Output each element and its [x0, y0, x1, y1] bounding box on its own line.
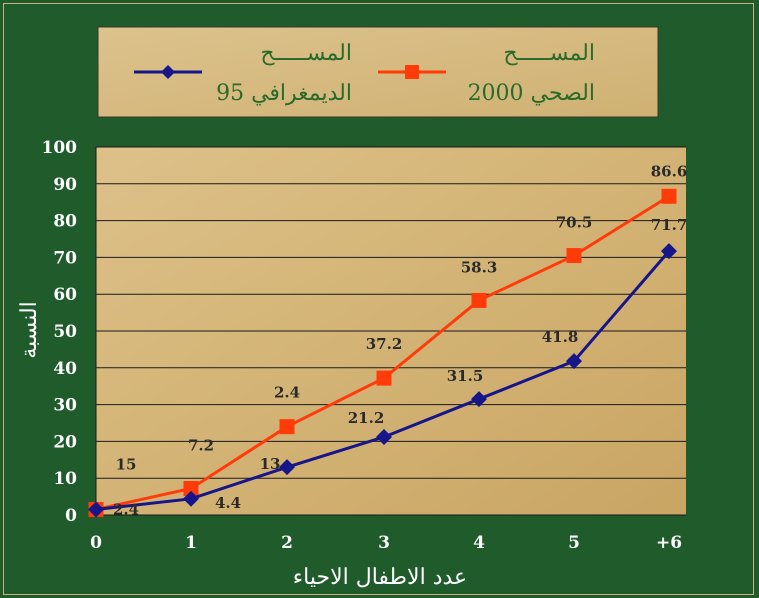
data-label: 70.5	[556, 214, 593, 232]
series-1-point	[183, 481, 199, 497]
series-1-point	[566, 248, 582, 264]
series-2-point	[279, 459, 295, 476]
y-axis-title: النسبة	[17, 301, 42, 359]
slide-frame	[3, 3, 754, 595]
data-label: 13	[260, 455, 281, 473]
series-2-point	[471, 391, 487, 408]
series-2-point	[661, 243, 677, 260]
y-tick-label: 30	[53, 396, 77, 416]
data-label: 21.2	[348, 409, 385, 427]
series-1-point	[279, 419, 295, 435]
data-label: 41.8	[542, 328, 579, 346]
x-tick-label: 5	[568, 533, 580, 553]
x-axis-title: عدد الاطفال الاحياء	[293, 565, 467, 590]
x-tick-label: 0	[90, 533, 102, 553]
series-layer	[88, 188, 677, 518]
y-axis-ticks: 0 10 20 30 40 50 60 70 80 90 100	[42, 138, 78, 526]
series-1-point	[471, 292, 487, 308]
data-label: 15	[116, 455, 137, 473]
x-tick-label: 3	[378, 533, 390, 553]
legend-marker-series-1	[405, 65, 419, 79]
y-tick-label: 100	[42, 138, 78, 158]
y-tick-label: 40	[53, 359, 77, 379]
data-label: 2.4	[274, 384, 300, 402]
x-tick-label: 4	[473, 533, 485, 553]
x-tick-label: +6	[656, 533, 682, 553]
series-2-point	[376, 428, 392, 445]
data-label: 2.4	[113, 500, 139, 518]
y-tick-label: 80	[53, 212, 77, 232]
series-1-point	[661, 188, 677, 204]
data-labels: 15 7.2 2.4 37.2 58.3 70.5 86.6 2.4 4.4 13 21.2 31.5…	[113, 162, 687, 518]
gridlines	[95, 146, 686, 516]
x-tick-label: 2	[281, 533, 293, 553]
series-2-point	[183, 490, 199, 507]
legend-item-series-2: المســـــح الديمغرافي 95	[134, 41, 352, 106]
x-tick-label: 1	[185, 533, 197, 553]
y-tick-label: 90	[53, 175, 77, 195]
y-tick-label: 0	[65, 506, 77, 526]
data-label: 31.5	[447, 367, 484, 385]
legend: المســـــح الصحي 2000 المســـــح الديمغر…	[97, 26, 659, 118]
legend-item-series-1: المســـــح الصحي 2000	[378, 41, 595, 106]
legend-label-series-2-line2: الديمغرافي 95	[216, 81, 352, 106]
data-label: 7.2	[188, 437, 214, 455]
legend-label-series-1-line2: الصحي 2000	[468, 81, 595, 106]
data-label: 4.4	[215, 494, 241, 512]
y-tick-label: 10	[53, 469, 77, 489]
y-tick-label: 60	[53, 285, 77, 305]
data-label: 58.3	[461, 258, 498, 276]
data-label: 86.6	[651, 162, 688, 180]
data-label: 37.2	[366, 335, 403, 353]
x-axis-ticks: 0 1 2 3 4 5 +6	[90, 533, 682, 553]
series-2-point	[566, 353, 582, 370]
legend-label-series-2-line1: المســـــح	[260, 41, 352, 66]
y-tick-label: 70	[53, 248, 77, 268]
y-tick-label: 50	[53, 322, 77, 342]
series-1-point	[376, 370, 392, 386]
legend-label-series-1-line1: المســـــح	[503, 41, 595, 66]
series-2-point	[88, 501, 104, 518]
y-tick-label: 20	[53, 432, 77, 452]
legend-marker-series-2	[161, 65, 175, 79]
data-label: 71.7	[651, 216, 688, 234]
